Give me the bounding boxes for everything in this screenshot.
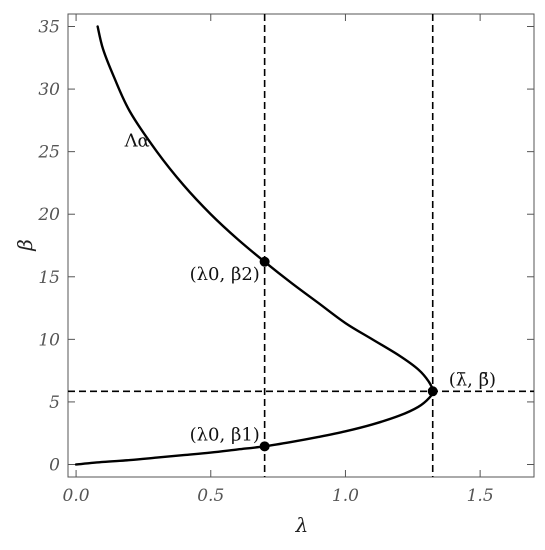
y-tick-label-7: 35 xyxy=(38,18,60,38)
x-tick-label-3: 1.5 xyxy=(467,486,494,506)
y-tick-label-1: 5 xyxy=(49,393,60,413)
marked-points xyxy=(259,256,438,452)
y-tick-label-0: 0 xyxy=(49,455,60,475)
x-tick-label-1: 0.5 xyxy=(197,486,224,506)
point-label-2: (λ̄, β̄) xyxy=(449,369,496,390)
y-tick-label-6: 30 xyxy=(38,80,60,100)
axis-ticks: 0.0 0.5 1.0 1.5 0 5 10 15 20 25 30 35 xyxy=(37,14,534,506)
y-tick-label-3: 15 xyxy=(38,268,60,288)
y-axis-title: β xyxy=(13,239,37,252)
y-tick-label-2: 10 xyxy=(38,330,60,350)
marked-point-1 xyxy=(259,441,270,452)
series-layer xyxy=(74,25,434,466)
point-label-1: (λ0, β1) xyxy=(190,424,260,445)
plot-frame xyxy=(67,13,535,478)
x-tick-label-0: 0.0 xyxy=(63,486,90,506)
series-line-0 xyxy=(74,25,434,466)
marked-point-2 xyxy=(427,386,438,397)
point-label-0: (λ0, β2) xyxy=(190,264,260,285)
annotations: (λ0, β2) (λ0, β1) (λ̄, β̄) Λα xyxy=(124,131,496,446)
y-tick-label-4: 20 xyxy=(37,205,60,225)
x-axis-title: λ xyxy=(295,513,309,537)
curve-label: Λα xyxy=(124,131,150,152)
marked-point-0 xyxy=(259,256,270,267)
x-tick-label-2: 1.0 xyxy=(332,486,359,506)
reference-lines xyxy=(68,14,534,477)
y-tick-label-5: 25 xyxy=(37,143,60,163)
